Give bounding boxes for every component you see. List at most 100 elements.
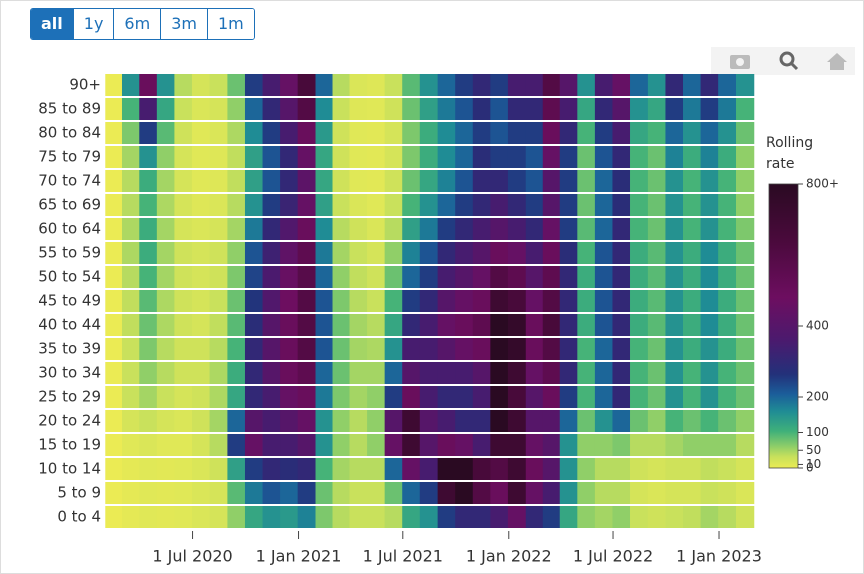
- heatmap-cell: [472, 218, 491, 240]
- heatmap-cell: [191, 506, 210, 528]
- heatmap-cell: [683, 482, 701, 504]
- x-tick-label: 1 Jul 2021: [363, 547, 443, 566]
- heatmap-cell: [472, 74, 491, 96]
- heatmap-cell: [455, 194, 474, 216]
- heatmap-cell: [367, 218, 386, 240]
- heatmap-cell: [472, 506, 491, 528]
- zoom-icon[interactable]: [779, 51, 799, 71]
- heatmap-cell: [490, 218, 509, 240]
- y-tick-label: 60 to 64: [38, 220, 101, 238]
- heatmap-cell: [262, 242, 281, 264]
- heatmap-cell: [559, 170, 578, 192]
- heatmap-cell: [315, 170, 333, 192]
- heatmap-cell: [280, 434, 299, 456]
- heatmap-cell: [191, 434, 210, 456]
- range-button[interactable]: 3m: [161, 9, 208, 39]
- y-tick-label: 85 to 89: [38, 100, 101, 118]
- heatmap-cell: [280, 98, 299, 120]
- x-tick-label: 1 Jan 2022: [466, 547, 552, 566]
- heatmap-cell: [455, 290, 474, 312]
- heatmap-cell: [490, 386, 509, 408]
- heatmap-cell: [736, 386, 755, 408]
- heatmap-cell: [209, 482, 228, 504]
- heatmap-cell: [384, 194, 403, 216]
- heatmap-cell: [647, 458, 666, 480]
- heatmap-cell: [472, 122, 491, 144]
- heatmap-cell: [121, 146, 140, 168]
- heatmap-cell: [630, 194, 649, 216]
- heatmap-cell: [244, 74, 263, 96]
- heatmap-cell: [718, 386, 737, 408]
- heatmap-cell: [315, 386, 333, 408]
- heatmap-cell: [577, 290, 596, 312]
- heatmap-cell: [437, 506, 456, 528]
- heatmap-cell: [594, 74, 613, 96]
- heatmap-cell: [174, 122, 193, 144]
- heatmap-cell: [315, 242, 333, 264]
- range-button[interactable]: 6m: [114, 9, 162, 39]
- heatmap-cell: [630, 386, 649, 408]
- heatmap-cell: [227, 194, 246, 216]
- heatmap-cell: [612, 98, 631, 120]
- heatmap-cell: [349, 362, 368, 384]
- heatmap-cell: [297, 218, 316, 240]
- heatmap-cell: [402, 482, 421, 504]
- heatmap-cell: [367, 290, 386, 312]
- range-button[interactable]: all: [31, 9, 74, 39]
- heatmap-cell: [384, 338, 403, 360]
- heatmap-cell: [718, 338, 737, 360]
- heatmap-cell: [490, 482, 509, 504]
- heatmap-cell: [559, 314, 578, 336]
- heatmap-cell: [262, 194, 281, 216]
- heatmap-cell: [507, 242, 527, 264]
- heatmap-cell: [542, 458, 561, 480]
- heatmap-cell: [105, 338, 123, 360]
- y-tick-label: 0 to 4: [57, 508, 101, 526]
- heatmap-cell: [121, 314, 140, 336]
- heatmap-cell: [647, 194, 666, 216]
- camera-icon[interactable]: [730, 55, 750, 69]
- heatmap-cell: [367, 98, 386, 120]
- y-tick-label: 55 to 59: [38, 244, 101, 262]
- heatmap-cell: [121, 434, 140, 456]
- heatmap-cell: [594, 338, 613, 360]
- heatmap-cell: [402, 290, 421, 312]
- heatmap-cell: [384, 290, 403, 312]
- heatmap-cell: [683, 290, 701, 312]
- heatmap-cell: [105, 362, 123, 384]
- heatmap-cell: [542, 506, 561, 528]
- heatmap-cell: [244, 218, 263, 240]
- heatmap-cell: [262, 290, 281, 312]
- heatmap-cell: [647, 386, 666, 408]
- heatmap-cell: [700, 242, 719, 264]
- range-button[interactable]: 1y: [73, 9, 115, 39]
- heatmap-cell: [437, 170, 456, 192]
- heatmap-cell: [455, 506, 474, 528]
- heatmap-cell: [736, 338, 755, 360]
- heatmap-cell: [577, 314, 596, 336]
- heatmap-cell: [665, 218, 684, 240]
- heatmap-cell: [349, 146, 368, 168]
- y-tick-label: 65 to 69: [38, 196, 101, 214]
- heatmap-cell: [647, 266, 666, 288]
- heatmap-cell: [490, 98, 509, 120]
- heatmap-cell: [647, 506, 666, 528]
- heatmap-cell: [700, 362, 719, 384]
- heatmap-cell: [455, 242, 474, 264]
- heatmap-cell: [174, 338, 193, 360]
- heatmap-cell: [736, 218, 755, 240]
- home-icon[interactable]: [827, 53, 847, 70]
- heatmap-cell: [472, 146, 491, 168]
- heatmap-cell: [105, 386, 123, 408]
- range-button[interactable]: 1m: [207, 9, 254, 39]
- heatmap-cell: [191, 410, 210, 432]
- heatmap-cell: [736, 458, 755, 480]
- heatmap-cell: [156, 242, 175, 264]
- heatmap-cell: [227, 218, 246, 240]
- heatmap-cell: [332, 290, 350, 312]
- heatmap-cell: [437, 362, 456, 384]
- heatmap-cell: [156, 386, 175, 408]
- heatmap-cell: [121, 290, 140, 312]
- heatmap-cell: [262, 74, 281, 96]
- heatmap-cell: [665, 314, 684, 336]
